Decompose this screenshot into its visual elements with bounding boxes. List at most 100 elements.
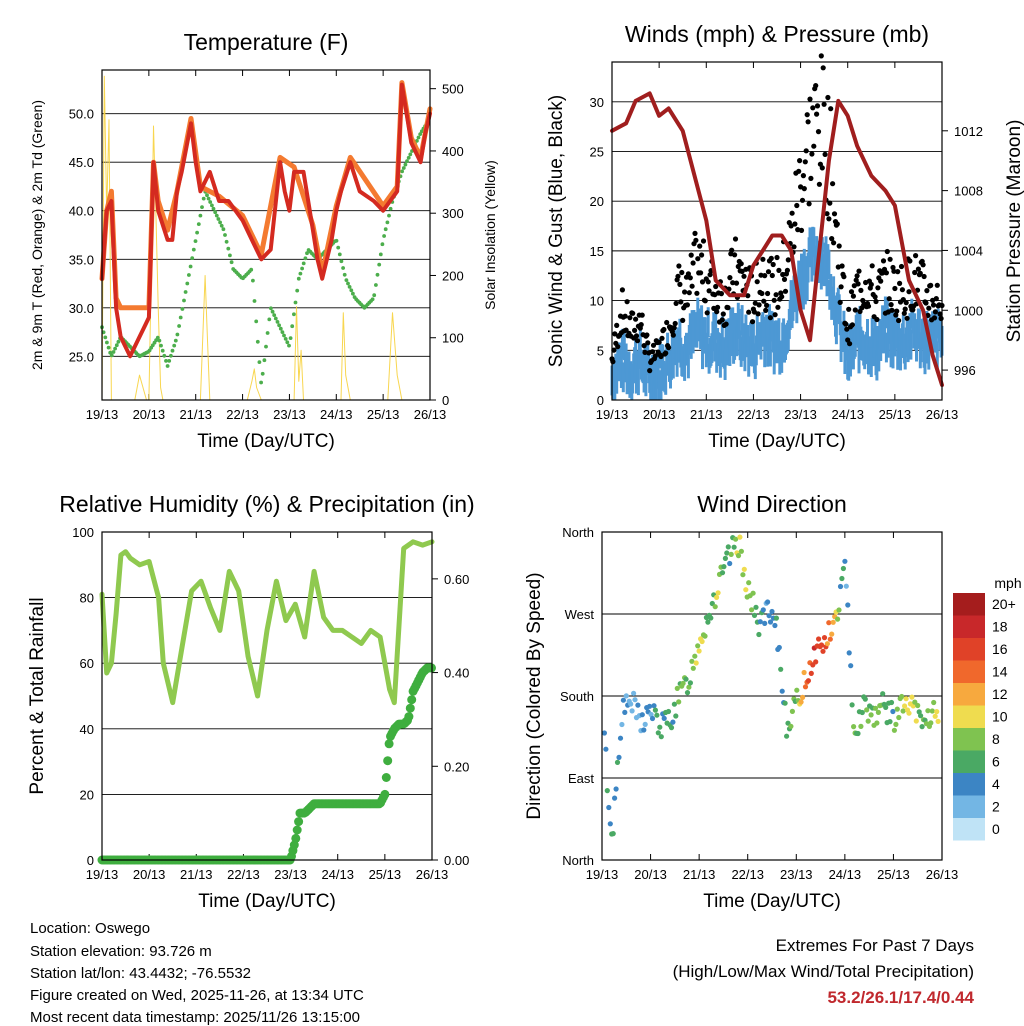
rh-y-tick-label: 100 — [72, 525, 94, 540]
temperature-y-tick-label: 25.0 — [69, 349, 94, 364]
temperature-dewpoint-point — [372, 293, 377, 298]
rh-title: Relative Humidity (%) & Precipitation (i… — [59, 491, 474, 517]
winds-gust-point — [874, 316, 880, 323]
winds-gust-point — [887, 256, 893, 262]
direction-point — [639, 712, 645, 718]
rh-ylabel: Percent & Total Rainfall — [27, 597, 48, 794]
direction-point — [641, 727, 647, 733]
winds-gust-point — [816, 181, 823, 187]
temperature-dewpoint-point — [264, 344, 268, 349]
winds-gust-point — [809, 151, 815, 157]
direction-point — [900, 708, 906, 714]
winds-gust-point — [633, 316, 639, 322]
direction-point — [776, 644, 782, 651]
temperature-dewpoint-point — [223, 233, 227, 237]
temperature-9m-line — [99, 80, 433, 311]
direction-point — [875, 709, 882, 716]
winds-gust-point — [895, 269, 901, 275]
temperature-dewpoint-point — [270, 309, 275, 314]
direction-point — [737, 534, 743, 540]
winds-gust-point — [774, 254, 780, 261]
direction-point — [830, 619, 836, 625]
winds-gust-point — [770, 261, 776, 268]
direction-point — [788, 723, 794, 729]
winds-gust-point — [846, 306, 852, 312]
winds-gust-point — [705, 279, 711, 285]
direction-point — [670, 719, 676, 725]
direction-legend-label: 14 — [992, 664, 1008, 680]
winds-gust-point — [893, 312, 899, 318]
direction-point — [915, 702, 921, 709]
temperature-dewpoint-point — [344, 278, 349, 282]
direction-point — [622, 709, 628, 716]
temperature-dewpoint-point — [301, 261, 306, 266]
winds-gust-point — [803, 148, 809, 154]
winds-gust-point — [906, 289, 912, 295]
winds-gust-point — [902, 306, 908, 312]
winds-gust-point — [926, 305, 932, 311]
temperature-dewpoint-point — [165, 364, 170, 368]
rh-precip-point — [405, 703, 415, 713]
winds-gust-point — [756, 302, 762, 308]
winds-gust-point — [649, 349, 656, 355]
winds-gust-point — [852, 307, 858, 313]
direction-point — [765, 599, 771, 605]
temperature-dewpoint-point — [193, 239, 198, 244]
temperature-dewpoint-point — [405, 159, 409, 164]
direction-x-tick-label: 22/13 — [731, 867, 764, 882]
direction-point — [773, 615, 780, 621]
winds-gust-point — [741, 273, 747, 279]
winds-gust-point — [699, 252, 705, 258]
winds-gust-point — [755, 311, 761, 317]
temperature-x-tick-label: 21/13 — [179, 407, 212, 422]
temperature-dewpoint-point — [173, 338, 178, 343]
temperature-dewpoint-point — [114, 343, 119, 348]
winds-gust-point — [706, 288, 712, 294]
winds-gust-point — [684, 302, 691, 308]
winds-gust-point — [661, 326, 667, 333]
winds-gust-point — [818, 53, 824, 59]
direction-point — [632, 697, 638, 703]
winds-gust-point — [791, 244, 797, 250]
temperature-dewpoint-point — [160, 348, 165, 353]
winds-gust-point — [801, 186, 807, 192]
winds-gust-point — [704, 310, 710, 316]
winds-gust-point — [897, 280, 903, 286]
direction-point — [805, 678, 812, 684]
winds-gust-point — [889, 307, 895, 313]
direction-point — [813, 659, 819, 665]
winds-gust-point — [933, 296, 939, 302]
rh-y-tick-label: 0 — [87, 853, 94, 868]
temperature-dewpoint-point — [187, 273, 191, 277]
temperature-dewpoint-point — [298, 271, 303, 276]
direction-point — [925, 708, 931, 714]
winds-gust-point — [847, 341, 853, 347]
direction-point — [891, 727, 898, 733]
winds-gust-point — [760, 256, 766, 262]
winds-y2-tick-label: 1008 — [954, 184, 983, 199]
rh-x-tick-label: 23/13 — [274, 867, 307, 882]
winds-gust-point — [619, 287, 626, 293]
direction-point — [623, 693, 629, 699]
temperature-dewpoint-point — [213, 210, 218, 215]
winds-gust-point — [775, 304, 781, 310]
direction-point — [612, 795, 618, 801]
rh-x-tick-label: 24/13 — [321, 867, 354, 882]
winds-gust-point — [894, 308, 900, 314]
winds-gust-point — [690, 260, 696, 266]
winds-gust-point — [831, 240, 837, 246]
temperature-y2-tick-label: 400 — [442, 144, 464, 159]
winds-gust-point — [784, 267, 791, 273]
winds-gust-point — [769, 272, 775, 279]
winds-gust-point — [794, 202, 800, 209]
direction-xlabel: Time (Day/UTC) — [703, 891, 841, 912]
winds-gust-point — [767, 315, 774, 321]
winds-gust-point — [892, 285, 898, 292]
direction-point — [674, 685, 680, 692]
temperature-dewpoint-point — [388, 206, 393, 211]
winds-x-tick-label: 21/13 — [690, 407, 723, 422]
temperature-dewpoint-point — [285, 340, 290, 345]
winds-gust-point — [921, 273, 927, 280]
direction-point — [654, 712, 660, 718]
temperature-dewpoint-point — [200, 205, 204, 210]
